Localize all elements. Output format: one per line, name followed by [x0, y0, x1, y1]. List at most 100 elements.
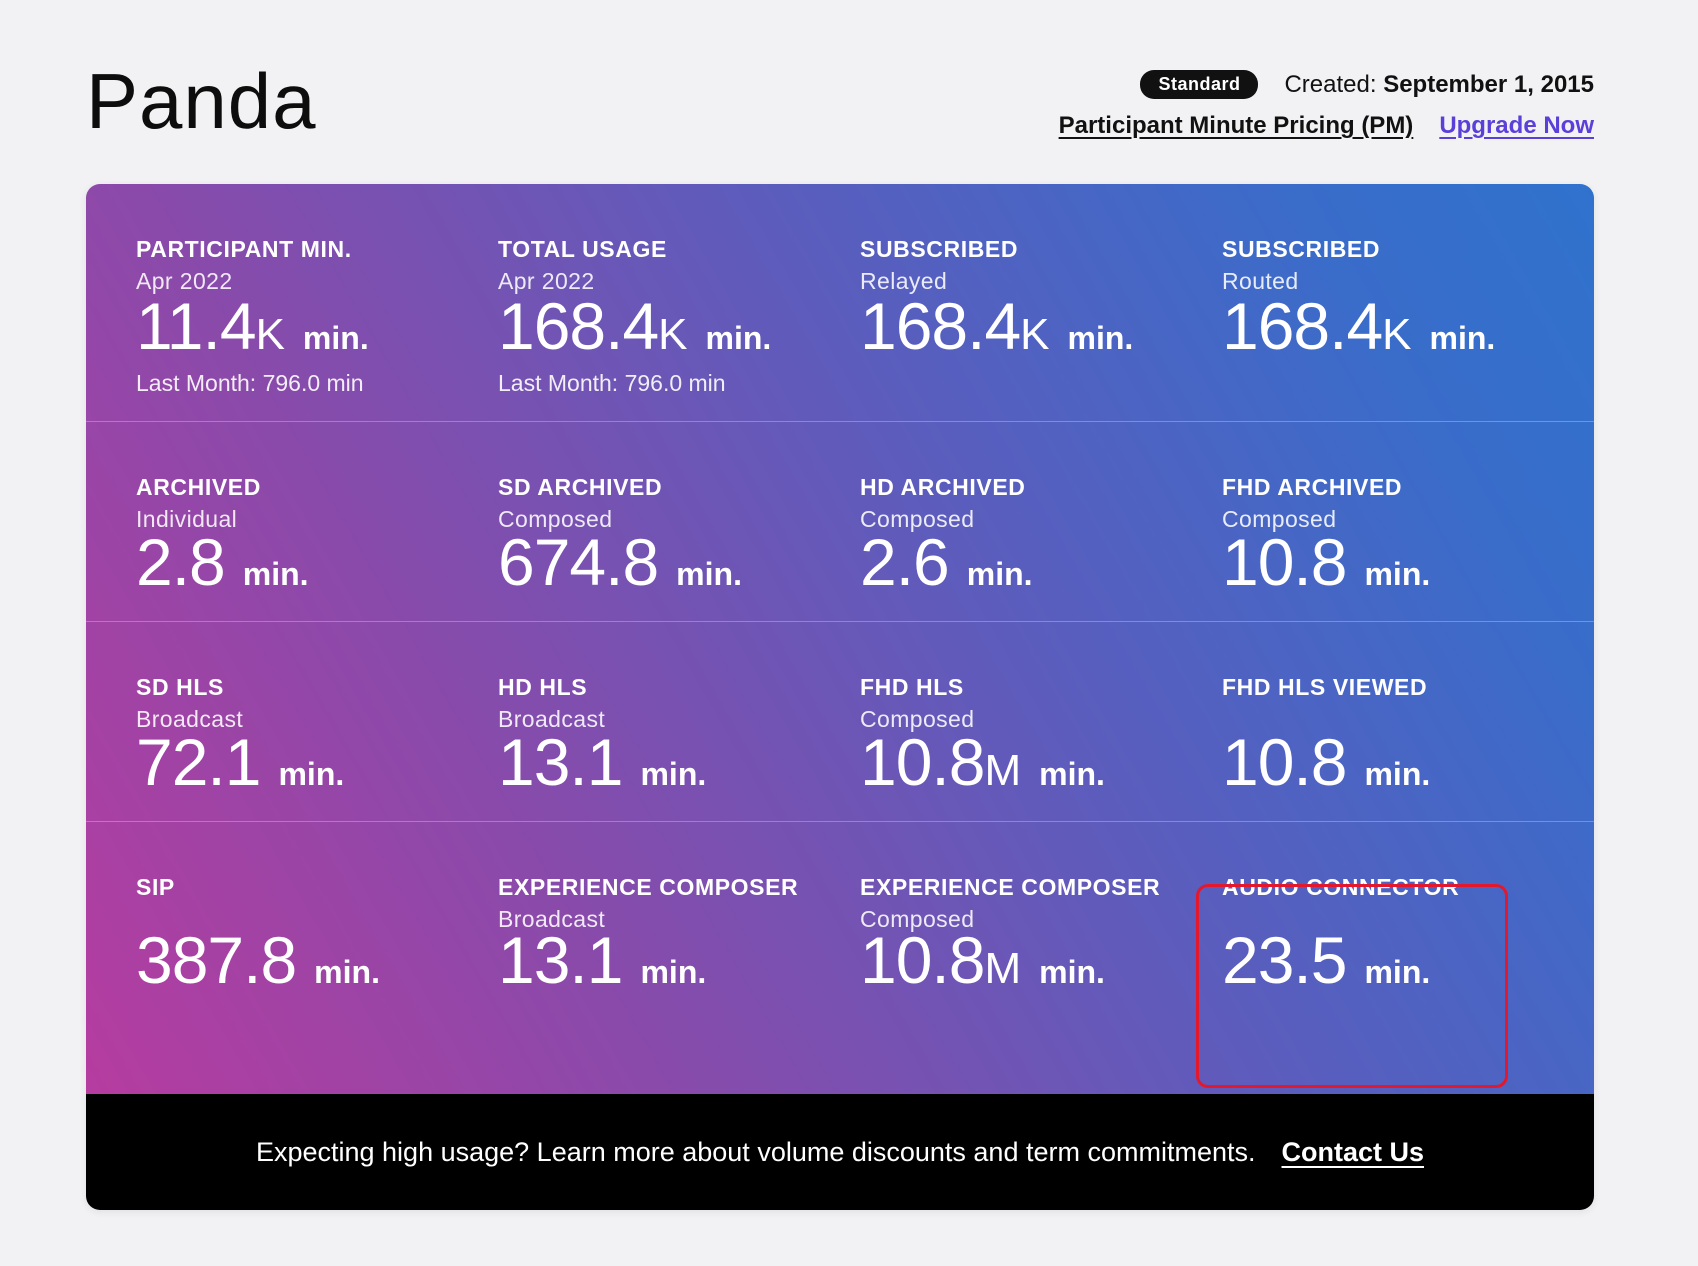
metric-label: FHD HLS VIEWED	[1222, 674, 1428, 700]
metric-label: HD HLS	[498, 674, 588, 700]
metric-label: SUBSCRIBED	[860, 236, 1019, 262]
metric-label: PARTICIPANT MIN.	[136, 236, 352, 262]
metric-number: 10.8	[1222, 725, 1347, 799]
metric-label: SUBSCRIBED	[1222, 236, 1381, 262]
metric-sublabel: Composed	[860, 506, 975, 532]
metric-card: HD HLS Broadcast 13.1 min.	[448, 622, 810, 821]
metric-number: 168.4	[498, 289, 659, 363]
metric-sublabel: Individual	[136, 506, 238, 532]
pricing-plan-link[interactable]: Participant Minute Pricing (PM)	[1058, 112, 1414, 139]
metric-number: 23.5	[1222, 923, 1347, 997]
metric-sublabel: Apr 2022	[136, 268, 233, 294]
usage-card: PARTICIPANT MIN. Apr 2022 11.4K min. Last Mo…	[86, 184, 1594, 1210]
footer-message: Expecting high usage? Learn more about v…	[255, 1136, 1256, 1167]
metric-value: 11.4K min.	[136, 288, 369, 364]
metric-unit: min.	[1364, 756, 1431, 792]
metric-card: PARTICIPANT MIN. Apr 2022 11.4K min. Last Mo…	[86, 184, 448, 421]
metric-card: AUDIO CONNECTOR 23.5 min.	[1172, 822, 1534, 1094]
created-info: Created: September 1, 2015	[1284, 71, 1594, 99]
metric-card: SD ARCHIVED Composed 674.8 min.	[448, 422, 810, 621]
metric-value: 10.8 min.	[1222, 524, 1430, 600]
metric-number: 10.8	[860, 725, 985, 799]
metric-sublabel: Composed	[1222, 506, 1337, 532]
audio-connector-highlight	[1196, 884, 1508, 1088]
metric-value: 10.8 min.	[1222, 724, 1430, 800]
metric-value: 168.4K min.	[1222, 288, 1495, 364]
metric-unit: min.	[640, 756, 707, 792]
metric-number: 10.8	[860, 923, 985, 997]
metric-unit: min.	[640, 954, 707, 990]
metric-number: 13.1	[498, 725, 623, 799]
metric-card: SUBSCRIBED Routed 168.4K min.	[1172, 184, 1534, 421]
metric-label: HD ARCHIVED	[860, 474, 1026, 500]
metric-card: EXPERIENCE COMPOSER Broadcast 13.1 min.	[448, 822, 810, 1094]
plan-meta: Standard Created: September 1, 2015	[1140, 70, 1594, 99]
metric-label: SD ARCHIVED	[498, 474, 663, 500]
metric-unit: min.	[705, 320, 772, 356]
metric-number: 168.4	[1222, 289, 1383, 363]
metrics-row: ARCHIVED Individual 2.8 min. SD ARCHIVED Comp…	[86, 422, 1594, 622]
page-title: Panda	[86, 57, 317, 145]
created-label: Created:	[1284, 70, 1377, 98]
metric-unit: min.	[278, 756, 345, 792]
metric-unit: min.	[1364, 954, 1431, 990]
metric-sublabel: Composed	[498, 506, 613, 532]
metric-last-month: Last Month: 796.0 min	[136, 370, 364, 396]
metric-sublabel: Routed	[1222, 268, 1299, 294]
metric-card: SUBSCRIBED Relayed 168.4K min.	[810, 184, 1172, 421]
metrics-row: SIP 387.8 min. EXPERIENCE COMPOSER Broadcast…	[86, 822, 1594, 1094]
metric-value: 387.8 min.	[136, 922, 380, 998]
metric-number: 2.6	[860, 525, 950, 599]
metric-value: 10.8M min.	[860, 922, 1105, 998]
metric-unit: min.	[1429, 320, 1496, 356]
contact-us-link[interactable]: Contact Us	[1281, 1136, 1425, 1167]
metric-card: FHD ARCHIVED Composed 10.8 min.	[1172, 422, 1534, 621]
metric-label: EXPERIENCE COMPOSER	[860, 874, 1161, 900]
metric-number: 387.8	[136, 923, 297, 997]
metric-label: SD HLS	[136, 674, 224, 700]
metric-value: 2.6 min.	[860, 524, 1033, 600]
metric-suffix: K	[658, 310, 688, 359]
metric-suffix: K	[1020, 310, 1050, 359]
metric-sublabel: Composed	[860, 906, 975, 932]
footer-banner: Expecting high usage? Learn more about v…	[86, 1094, 1594, 1210]
metric-label: SIP	[136, 874, 175, 900]
metric-sublabel: Relayed	[860, 268, 948, 294]
metric-card: SIP 387.8 min.	[86, 822, 448, 1094]
metrics-row: PARTICIPANT MIN. Apr 2022 11.4K min. Last Mo…	[86, 184, 1594, 422]
metric-value: 72.1 min.	[136, 724, 344, 800]
metric-label: FHD ARCHIVED	[1222, 474, 1403, 500]
metric-card: EXPERIENCE COMPOSER Composed 10.8M min.	[810, 822, 1172, 1094]
metric-card: HD ARCHIVED Composed 2.6 min.	[810, 422, 1172, 621]
metric-number: 10.8	[1222, 525, 1347, 599]
metric-unit: min.	[1364, 556, 1431, 592]
metric-label: AUDIO CONNECTOR	[1222, 874, 1460, 900]
metric-card: ARCHIVED Individual 2.8 min.	[86, 422, 448, 621]
metric-number: 72.1	[136, 725, 261, 799]
metric-label: FHD HLS	[860, 674, 964, 700]
upgrade-now-link[interactable]: Upgrade Now	[1439, 112, 1594, 139]
metric-unit: min.	[242, 556, 309, 592]
metric-value: 10.8M min.	[860, 724, 1105, 800]
metric-unit: min.	[1039, 954, 1105, 990]
metric-value: 674.8 min.	[498, 524, 742, 600]
pricing-links: Participant Minute Pricing (PM) Upgrade …	[1059, 112, 1594, 140]
metric-unit: min.	[1067, 320, 1134, 356]
metric-value: 23.5 min.	[1222, 922, 1430, 998]
metric-value: 13.1 min.	[498, 922, 706, 998]
metric-value: 168.4K min.	[860, 288, 1133, 364]
metric-suffix: K	[255, 310, 285, 359]
metric-number: 674.8	[498, 525, 659, 599]
metric-number: 168.4	[860, 289, 1021, 363]
metric-suffix: M	[984, 746, 1022, 795]
metric-label: TOTAL USAGE	[498, 236, 667, 262]
metric-card: FHD HLS VIEWED 10.8 min.	[1172, 622, 1534, 821]
metric-unit: min.	[1039, 756, 1105, 792]
metric-number: 11.4	[136, 289, 257, 363]
metric-unit: min.	[676, 556, 742, 592]
metric-value: 168.4K min.	[498, 288, 771, 364]
metric-suffix: K	[1382, 310, 1412, 359]
metric-last-month: Last Month: 796.0 min	[498, 370, 726, 396]
metric-sublabel: Broadcast	[136, 706, 244, 732]
